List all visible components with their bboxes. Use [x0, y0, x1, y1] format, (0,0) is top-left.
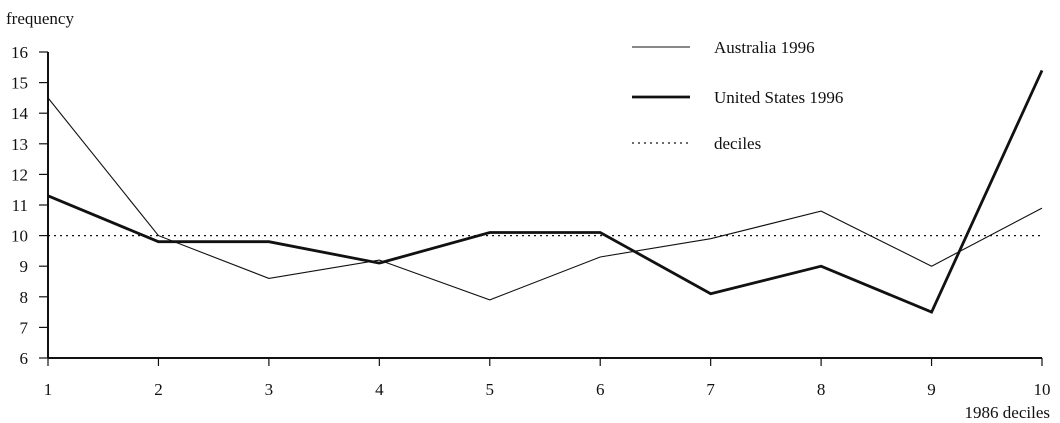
y-tick-label: 11: [12, 196, 28, 215]
series-layer: [47, 69, 1044, 314]
x-tick-label: 10: [1034, 380, 1051, 399]
axes: [47, 52, 1042, 359]
legend: Australia 1996 United States 1996 deciles: [632, 38, 843, 153]
y-tick-label: 9: [20, 257, 29, 276]
y-tick-label: 15: [11, 74, 28, 93]
x-tick-label: 2: [154, 380, 163, 399]
x-tick-label: 5: [486, 380, 495, 399]
y-tick-label: 12: [11, 165, 28, 184]
legend-label-united-states-1996: United States 1996: [714, 88, 843, 107]
series-line-united-states-1996: [47, 69, 1044, 314]
legend-label-deciles: deciles: [714, 134, 761, 153]
x-tick-label: 1: [44, 380, 53, 399]
x-ticks: 1 2 3 4 5 6 7 8 9 10: [44, 358, 1051, 399]
y-tick-label: 13: [11, 135, 28, 154]
x-tick-label: 3: [265, 380, 274, 399]
x-tick-label: 7: [706, 380, 715, 399]
x-tick-label: 4: [375, 380, 384, 399]
x-tick-label: 6: [596, 380, 605, 399]
y-ticks: 6 7 8 9 10 11 12 13 14 15 16: [11, 43, 48, 368]
x-tick-label: 8: [817, 380, 826, 399]
y-tick-label: 6: [20, 349, 29, 368]
x-tick-label: 9: [927, 380, 936, 399]
y-tick-label: 10: [11, 227, 28, 246]
y-tick-label: 8: [20, 288, 29, 307]
y-tick-label: 14: [11, 104, 29, 123]
y-tick-label: 7: [20, 318, 29, 337]
x-axis-title: 1986 deciles: [965, 403, 1050, 422]
legend-label-australia-1996: Australia 1996: [714, 38, 815, 57]
y-tick-label: 16: [11, 43, 28, 62]
series-line-australia-1996: [47, 97, 1043, 301]
y-axis-title: frequency: [6, 9, 74, 28]
